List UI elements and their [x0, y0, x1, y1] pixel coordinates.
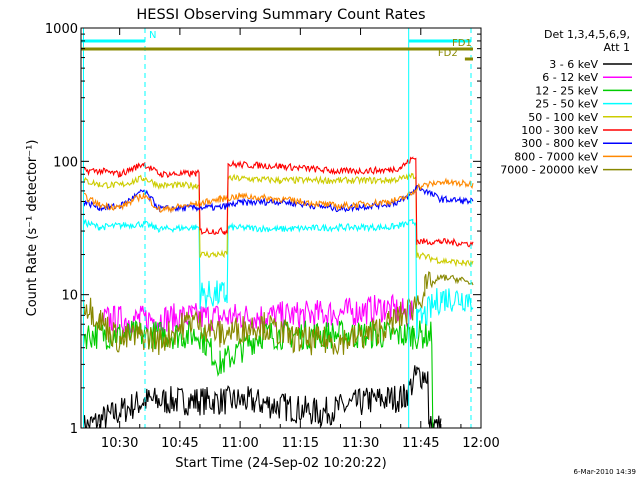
legend-label-50-100-kev: 50 - 100 keV	[528, 111, 598, 124]
y-tick-label: 1000	[45, 22, 78, 37]
series-50-100-kev	[83, 172, 474, 268]
y-tick-label: 100	[53, 155, 78, 170]
x-tick-label: 11:30	[342, 436, 379, 451]
y-tick-label: 10	[61, 289, 78, 304]
x-axis: 10:30 10:45 11:00 11:15 11:30 11:45 12:00	[99, 28, 500, 451]
series-3-6-kev	[82, 365, 442, 429]
legend-title-line-2: Att 1	[604, 41, 630, 54]
series-800-7000-kev	[83, 177, 474, 214]
y-tick-label: 1	[70, 422, 78, 437]
series-line-25-50-kev	[82, 218, 474, 339]
flag-label-fd1: FD1	[452, 38, 472, 49]
series-25-50-kev	[82, 218, 474, 339]
plot-frame	[80, 27, 482, 429]
y-axis-label: Count Rate (s⁻¹ detector⁻¹)	[25, 140, 40, 317]
legend-title-line-1: Det 1,3,4,5,6,9,	[544, 28, 630, 41]
generation-timestamp: 6-Mar-2010 14:39	[574, 468, 636, 476]
series-line-3-6-kev	[82, 365, 442, 429]
x-tick-label: 11:00	[221, 436, 258, 451]
legend-label-6-12-kev: 6 - 12 keV	[542, 71, 598, 84]
y-axis: 1 10 100 1000	[45, 22, 481, 437]
series-line-800-7000-kev	[83, 177, 474, 214]
x-tick-label: 10:30	[101, 436, 138, 451]
legend-label-100-300-kev: 100 - 300 keV	[521, 124, 598, 137]
flag-label-fd2: FD2	[438, 48, 458, 59]
legend-label-3-6-kev: 3 - 6 keV	[549, 58, 598, 71]
legend-label-7000-20000-kev: 7000 - 20000 keV	[500, 164, 598, 177]
x-axis-label: Start Time (24-Sep-02 10:20:22)	[175, 456, 386, 471]
legend-label-12-25-kev: 12 - 25 keV	[535, 84, 598, 97]
series-line-7000-20000-kev	[82, 271, 474, 356]
x-tick-label: 12:00	[462, 436, 499, 451]
series-100-300-kev	[82, 156, 474, 248]
series-7000-20000-kev	[82, 271, 474, 356]
x-tick-label: 11:15	[282, 436, 319, 451]
legend-label-300-800-kev: 300 - 800 keV	[521, 137, 598, 150]
chart-title: HESSI Observing Summary Count Rates	[136, 7, 425, 23]
legend-label-800-7000-kev: 800 - 7000 keV	[514, 150, 598, 163]
legend-label-25-50-kev: 25 - 50 keV	[535, 98, 598, 111]
series-line-100-300-kev	[82, 156, 474, 248]
flag-label-n: N	[149, 30, 156, 41]
series-line-50-100-kev	[83, 172, 474, 268]
x-tick-label: 11:45	[402, 436, 439, 451]
x-tick-label: 10:45	[161, 436, 198, 451]
